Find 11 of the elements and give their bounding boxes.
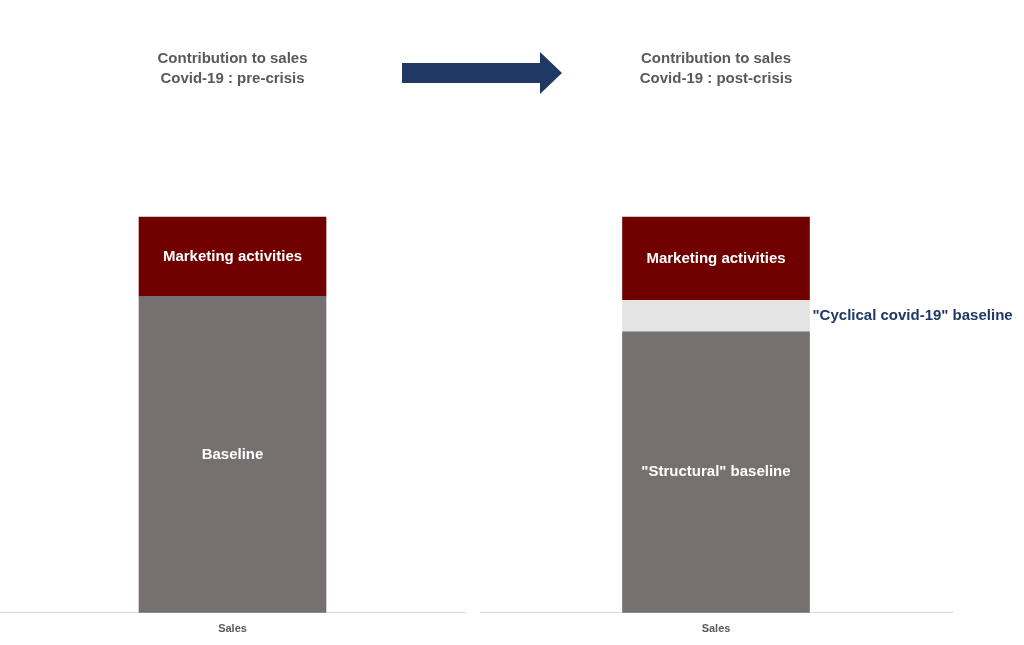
- x-axis-title: Sales: [701, 622, 731, 635]
- series-label: Marketing activities: [162, 246, 303, 264]
- chart-subtitle: Covid-19 : post-crisis: [639, 69, 793, 87]
- chart-title: Contribution to sales: [641, 49, 791, 67]
- x-axis-title: Sales: [218, 622, 247, 635]
- chart-title: Contribution to sales: [157, 49, 308, 67]
- chart-subtitle: Covid-19 : pre-crisis: [160, 69, 305, 87]
- series-label: "Structural" baseline: [641, 462, 791, 480]
- series-label: Marketing activities: [646, 248, 786, 266]
- series-label: "Cyclical covid-19" baseline: [812, 306, 1013, 324]
- series-label: Baseline: [201, 444, 264, 462]
